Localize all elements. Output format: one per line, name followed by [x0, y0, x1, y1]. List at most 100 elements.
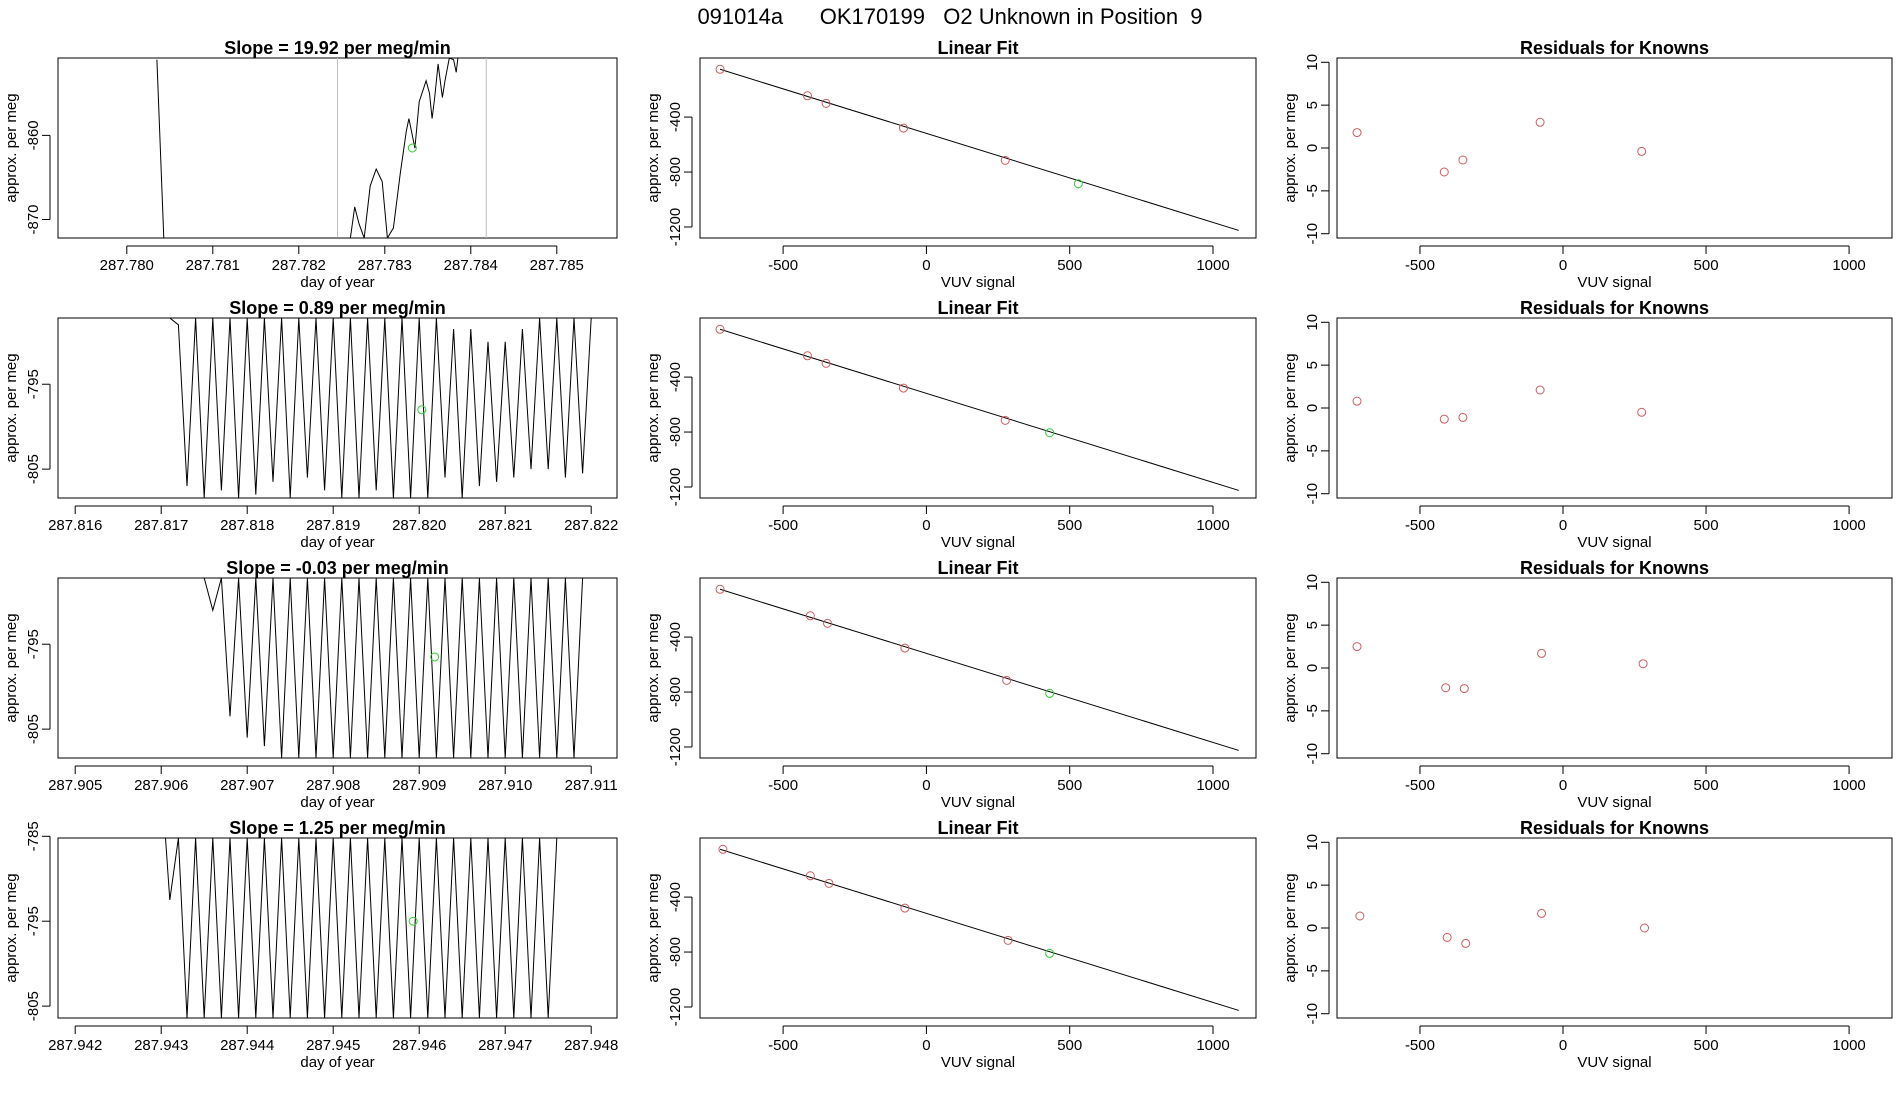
- plot-title: Linear Fit: [937, 38, 1018, 58]
- known-point: [821, 358, 831, 368]
- known-point: [1003, 935, 1013, 945]
- x-tick-label: 287.781: [186, 257, 240, 274]
- known-point: [1000, 155, 1010, 165]
- residual-point: [1442, 932, 1452, 942]
- known-point: [802, 91, 812, 101]
- known-point: [718, 844, 728, 854]
- x-tick-label: 500: [1057, 1037, 1082, 1054]
- plot-frame: [699, 317, 1257, 499]
- x-tick-label: -500: [1405, 517, 1435, 534]
- unknown-point: [1073, 179, 1083, 189]
- x-tick-label: 0: [922, 257, 930, 274]
- x-tick-label: 287.817: [134, 517, 188, 534]
- plot-area: [1352, 642, 1648, 694]
- y-tick-label: -805: [25, 714, 42, 744]
- known-point: [1000, 415, 1010, 425]
- x-tick-label: 500: [1057, 257, 1082, 274]
- chart-panel-fit-4: Linear Fit VUV signal approx. per meg -500 0…: [645, 818, 1257, 1071]
- x-tick-label: -500: [1405, 777, 1435, 794]
- residual-point: [1537, 648, 1547, 658]
- x-tick-label: 0: [1559, 517, 1567, 534]
- x-tick-label: 0: [922, 517, 930, 534]
- chart-panel-signal-3: Slope = -0.03 per meg/min day of year appr…: [3, 558, 618, 811]
- known-point: [898, 123, 908, 133]
- y-axis-label: approx. per meg: [3, 353, 20, 462]
- x-tick-label: 287.782: [272, 257, 326, 274]
- y-axis-label: approx. per meg: [645, 93, 662, 202]
- x-axis-label: day of year: [300, 274, 374, 291]
- x-tick-label: -500: [768, 777, 798, 794]
- plot-frame: [1336, 57, 1893, 239]
- x-tick-label: 500: [1694, 257, 1719, 274]
- plot-title: Linear Fit: [937, 818, 1018, 838]
- plot-title: Residuals for Knowns: [1520, 298, 1709, 318]
- x-tick-label: 287.942: [48, 1037, 102, 1054]
- y-tick-label: -1200: [667, 468, 684, 506]
- y-tick-label: -400: [667, 362, 684, 392]
- residual-point: [1537, 908, 1547, 918]
- y-tick-label: 0: [1304, 924, 1321, 932]
- y-tick-label: -5: [1304, 444, 1321, 457]
- y-tick-label: -1200: [667, 728, 684, 766]
- y-tick-label: 10: [1304, 54, 1321, 71]
- x-axis-label: VUV signal: [1577, 794, 1651, 811]
- y-axis-label: approx. per meg: [645, 353, 662, 462]
- y-axis-label: approx. per meg: [1282, 613, 1299, 722]
- known-point: [898, 383, 908, 393]
- x-tick-label: 287.909: [392, 777, 446, 794]
- y-tick-label: -10: [1304, 483, 1321, 505]
- x-tick-label: 287.820: [392, 517, 446, 534]
- residual-point: [1535, 117, 1545, 127]
- y-tick-label: -1200: [667, 988, 684, 1026]
- y-tick-label: -5: [1304, 964, 1321, 977]
- x-tick-label: 287.905: [48, 777, 102, 794]
- y-tick-label: -800: [667, 417, 684, 447]
- x-tick-label: 287.944: [220, 1037, 274, 1054]
- x-axis-label: day of year: [300, 1054, 374, 1071]
- plot-frame: [699, 837, 1257, 1019]
- x-tick-label: 500: [1057, 777, 1082, 794]
- y-tick-label: -805: [25, 991, 42, 1021]
- y-tick-label: 0: [1304, 404, 1321, 412]
- fit-line: [719, 68, 1239, 231]
- plot-frame: [699, 57, 1257, 239]
- x-tick-label: 287.906: [134, 777, 188, 794]
- residual-point: [1458, 155, 1468, 165]
- unknown-point: [407, 143, 417, 153]
- x-axis-label: VUV signal: [1577, 534, 1651, 551]
- x-tick-label: 287.821: [478, 517, 532, 534]
- fit-line: [719, 588, 1239, 751]
- known-point: [715, 324, 725, 334]
- chart-panel-residuals-4: Residuals for Knowns VUV signal approx. pe…: [1282, 818, 1893, 1071]
- y-tick-label: -795: [25, 906, 42, 936]
- x-tick-label: 287.946: [392, 1037, 446, 1054]
- x-tick-label: 287.947: [478, 1037, 532, 1054]
- residual-point: [1637, 146, 1647, 156]
- slope-title: Slope = 19.92 per meg/min: [224, 38, 451, 58]
- residual-point: [1355, 911, 1365, 921]
- y-tick-label: -860: [25, 120, 42, 150]
- plot-area: [203, 578, 584, 758]
- x-axis-label: VUV signal: [1577, 1054, 1651, 1071]
- unknown-point: [417, 405, 427, 415]
- chart-panel-residuals-3: Residuals for Knowns VUV signal approx. pe…: [1282, 558, 1893, 811]
- plot-area: [169, 318, 592, 498]
- y-tick-label: 5: [1304, 101, 1321, 109]
- unknown-point: [430, 652, 440, 662]
- y-tick-label: -10: [1304, 1003, 1321, 1025]
- residual-point: [1638, 659, 1648, 669]
- residual-point: [1441, 683, 1451, 693]
- unknown-point: [1045, 948, 1055, 958]
- x-tick-label: 1000: [1832, 777, 1865, 794]
- x-tick-label: 1000: [1196, 1037, 1229, 1054]
- slope-title: Slope = 1.25 per meg/min: [229, 818, 446, 838]
- x-tick-label: 1000: [1832, 517, 1865, 534]
- plot-area: [718, 844, 1239, 1011]
- y-tick-label: -795: [25, 629, 42, 659]
- residual-point: [1461, 938, 1471, 948]
- x-tick-label: 287.908: [306, 777, 360, 794]
- x-tick-label: 287.943: [134, 1037, 188, 1054]
- y-axis-label: approx. per meg: [3, 93, 20, 202]
- y-tick-label: 5: [1304, 361, 1321, 369]
